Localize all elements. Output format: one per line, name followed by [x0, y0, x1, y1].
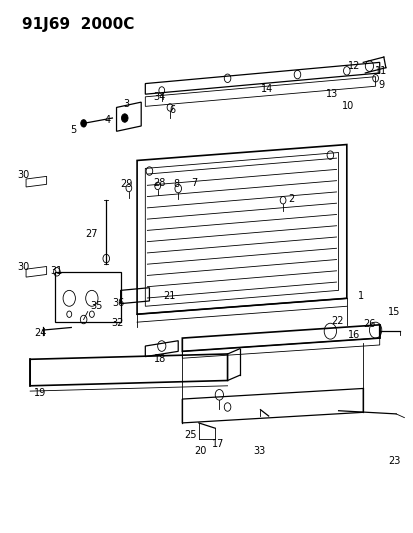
Text: 24: 24 — [34, 328, 47, 338]
Text: 18: 18 — [153, 354, 166, 364]
Text: 15: 15 — [387, 306, 399, 317]
Text: 12: 12 — [347, 61, 360, 71]
Text: 3: 3 — [123, 99, 130, 109]
Bar — [55, 272, 120, 322]
Text: 1: 1 — [357, 290, 363, 301]
Text: 22: 22 — [331, 316, 343, 326]
Text: 8: 8 — [173, 179, 179, 189]
Text: 36: 36 — [112, 297, 124, 308]
Text: 7: 7 — [190, 177, 197, 188]
Text: 23: 23 — [387, 456, 399, 466]
Text: 10: 10 — [341, 101, 353, 111]
Text: 17: 17 — [212, 439, 224, 449]
Text: 30: 30 — [17, 171, 29, 180]
Text: 9: 9 — [378, 79, 384, 90]
Text: 27: 27 — [85, 229, 97, 239]
Text: 35: 35 — [90, 301, 103, 311]
Circle shape — [121, 114, 128, 122]
Text: 91J69  2000C: 91J69 2000C — [22, 17, 134, 33]
Text: 5: 5 — [70, 125, 76, 135]
Text: 13: 13 — [325, 89, 338, 99]
Text: 31: 31 — [51, 266, 63, 276]
Text: 16: 16 — [347, 330, 359, 341]
Text: 2: 2 — [287, 193, 294, 204]
Text: 20: 20 — [193, 446, 206, 456]
Text: 28: 28 — [153, 177, 166, 188]
Text: 26: 26 — [362, 319, 375, 329]
Text: 6: 6 — [169, 105, 176, 115]
Text: 4: 4 — [104, 115, 110, 125]
Text: 21: 21 — [163, 290, 175, 301]
Text: 29: 29 — [120, 179, 132, 189]
Circle shape — [81, 119, 86, 127]
Text: 14: 14 — [260, 84, 272, 94]
Text: 19: 19 — [34, 387, 47, 398]
Text: 32: 32 — [112, 318, 123, 328]
Text: 34: 34 — [153, 92, 166, 102]
Text: 11: 11 — [374, 67, 386, 76]
Text: 25: 25 — [184, 430, 196, 440]
Text: 30: 30 — [17, 262, 29, 271]
Text: 33: 33 — [252, 446, 265, 456]
